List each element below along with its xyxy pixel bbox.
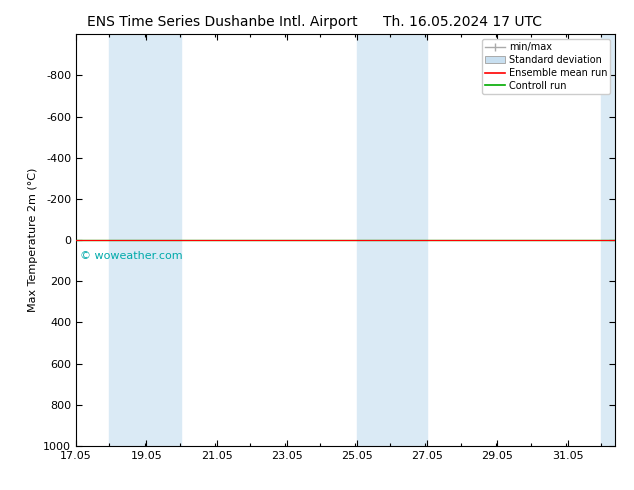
Text: Th. 16.05.2024 17 UTC: Th. 16.05.2024 17 UTC <box>384 15 542 29</box>
Bar <box>357 34 427 446</box>
Text: © woweather.com: © woweather.com <box>80 251 182 262</box>
Legend: min/max, Standard deviation, Ensemble mean run, Controll run: min/max, Standard deviation, Ensemble me… <box>482 39 610 94</box>
Bar <box>601 34 615 446</box>
Text: ENS Time Series Dushanbe Intl. Airport: ENS Time Series Dushanbe Intl. Airport <box>87 15 357 29</box>
Y-axis label: Max Temperature 2m (°C): Max Temperature 2m (°C) <box>28 168 37 312</box>
Bar <box>110 34 181 446</box>
